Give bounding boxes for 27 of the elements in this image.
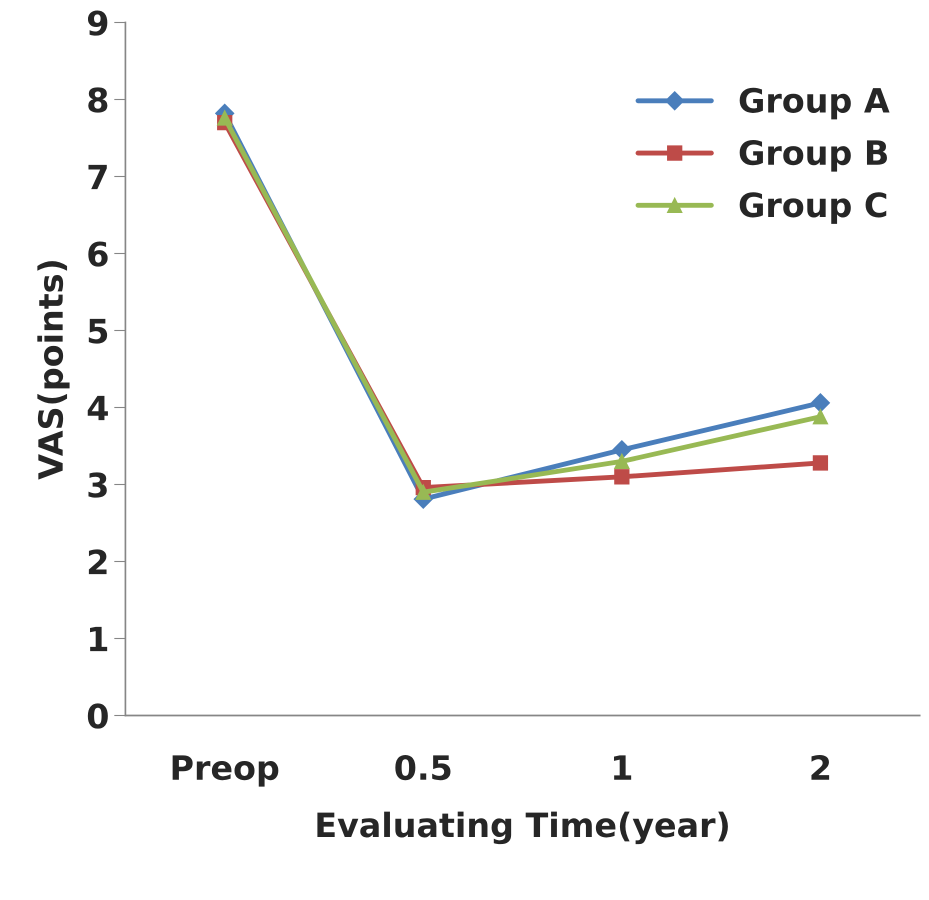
legend-label: Group C <box>740 192 886 224</box>
y-tick-label: 2 <box>88 549 107 574</box>
y-tick-label: 8 <box>88 87 108 113</box>
y-tick-label: 7 <box>88 164 107 190</box>
y-axis-title: VAS(points) <box>37 261 70 480</box>
y-tick-label: 6 <box>88 241 108 267</box>
legend-label: Group A <box>740 88 890 120</box>
x-axis-title: Evaluating Time(year) <box>317 812 728 844</box>
x-tick-label: 2 <box>811 754 830 780</box>
point <box>812 409 828 424</box>
x-tick-label: 1 <box>614 755 632 780</box>
point <box>812 455 828 471</box>
y-tick-label: 5 <box>88 318 108 344</box>
x-tick-label: 0.5 <box>395 754 450 780</box>
y-tick-label: 1 <box>90 626 108 652</box>
point <box>416 484 431 500</box>
y-tick-label: 4 <box>88 396 108 420</box>
point <box>612 440 632 460</box>
y-tick-label: 9 <box>88 10 108 36</box>
y-tick-label: 0 <box>88 703 108 729</box>
y-tick-label: 3 <box>88 472 107 498</box>
legend-label: Group B <box>740 140 887 172</box>
point <box>614 454 630 470</box>
x-tick-label: Preop <box>172 755 278 787</box>
point <box>614 469 630 484</box>
point <box>217 110 232 126</box>
point <box>810 393 830 412</box>
